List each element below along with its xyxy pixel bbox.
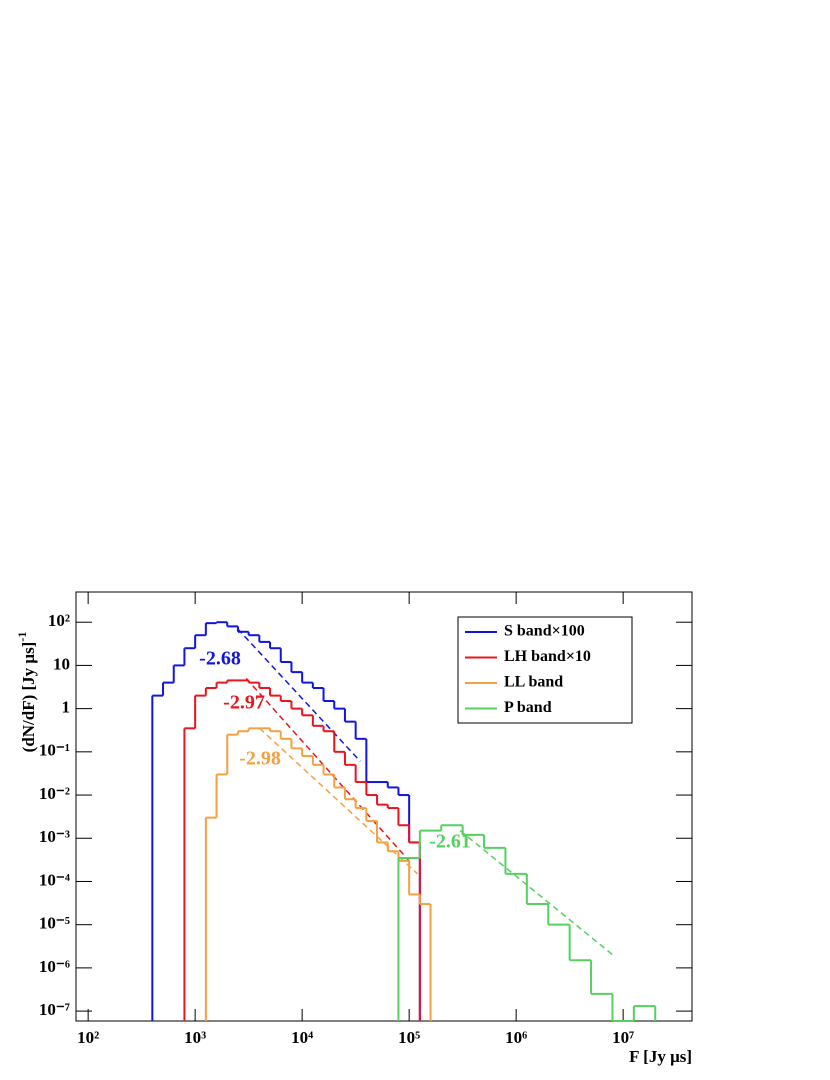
x-tick-label: 10⁵ (398, 1028, 420, 1047)
y-axis-label: (dN/dF) [Jy μs]-1 (15, 632, 38, 753)
x-tick-label: 10² (77, 1028, 99, 1047)
y-tick-label: 10⁻⁶ (39, 957, 70, 976)
legend-label: S band×100 (504, 623, 585, 640)
y-tick-label: 10 (53, 654, 70, 673)
fit-line (459, 830, 614, 956)
slope-label: -2.98 (239, 748, 281, 770)
histogram-step-edges (204, 728, 432, 1021)
y-tick-label: 10⁻¹ (39, 741, 70, 760)
x-tick-label: 10⁴ (291, 1028, 313, 1047)
slope-label: -2.97 (223, 692, 265, 714)
legend-label: LL band (504, 674, 563, 691)
y-axis-label-text: (dN/dF) [Jy μs] (19, 642, 38, 753)
y-tick-label: 10⁻³ (39, 827, 70, 846)
legend-label: P band (504, 699, 552, 716)
x-tick-label: 10⁷ (612, 1028, 634, 1047)
y-tick-label: 10² (48, 611, 70, 630)
fit-line (237, 628, 361, 762)
y-axis-label-exponent: -1 (15, 632, 29, 642)
legend-label: LH band×10 (504, 648, 591, 665)
x-tick-label: 10³ (184, 1028, 206, 1047)
y-tick-label: 10⁻⁴ (39, 870, 70, 889)
histogram-step-edges (397, 825, 657, 1021)
fit-line (245, 677, 410, 862)
x-axis-label: F [Jy μs] (629, 1047, 692, 1066)
histogram-step-edges (183, 680, 421, 1021)
slope-label: -2.68 (199, 648, 241, 670)
slope-label: -2.61 (429, 831, 471, 853)
y-tick-label: 10⁻² (39, 784, 70, 803)
x-tick-label: 10⁶ (505, 1028, 527, 1047)
y-tick-label: 10⁻⁵ (39, 914, 70, 933)
legend-box (457, 616, 633, 724)
plot-frame (75, 591, 693, 1022)
y-tick-label: 10⁻⁷ (39, 1000, 70, 1019)
fit-line (259, 727, 419, 875)
y-tick-label: 1 (62, 698, 71, 717)
